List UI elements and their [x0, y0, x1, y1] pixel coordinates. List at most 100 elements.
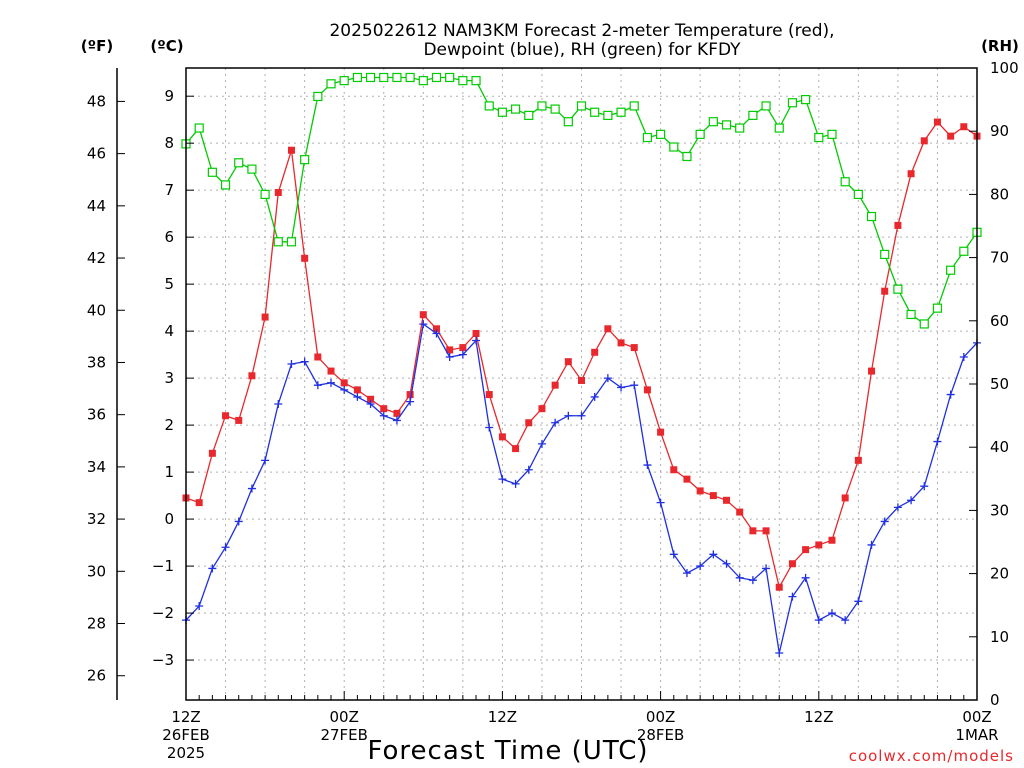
- celsius-tick-label: 6: [164, 228, 174, 246]
- temperature-point: [802, 546, 810, 554]
- rh-point: [708, 117, 718, 127]
- dewpoint-point: [366, 399, 375, 408]
- rh-point: [880, 249, 890, 260]
- rh-point: [497, 107, 507, 117]
- rh-point: [458, 76, 468, 86]
- x-tick-label: 12Z: [488, 708, 517, 726]
- dewpoint-point: [617, 383, 626, 392]
- x-tick-label: 00Z: [330, 708, 359, 726]
- rh-point: [787, 98, 798, 108]
- temperature-point: [828, 536, 836, 544]
- dewpoint-point: [603, 374, 612, 383]
- fahrenheit-unit-label: (ºF): [81, 37, 113, 55]
- rh-point: [431, 72, 442, 83]
- fahrenheit-tick-label: 44: [87, 197, 106, 215]
- temperature-point: [617, 339, 625, 347]
- rh-point: [365, 72, 376, 83]
- dewpoint-point: [682, 569, 691, 578]
- temperature-point: [749, 527, 757, 535]
- temperature-point: [485, 391, 493, 399]
- rh-point: [616, 107, 626, 117]
- rh-point: [866, 211, 877, 222]
- temperature-point: [446, 346, 454, 354]
- x-tick-label: 2025: [167, 744, 205, 762]
- rh-tick-label: 90: [990, 122, 1009, 140]
- dewpoint-point: [406, 397, 415, 406]
- dewpoint-point: [485, 423, 494, 432]
- fahrenheit-tick-label: 32: [87, 510, 106, 528]
- dewpoint-point: [577, 411, 586, 420]
- temperature-point: [314, 353, 322, 361]
- dewpoint-point: [432, 329, 441, 338]
- dewpoint-point: [920, 482, 929, 491]
- dewpoint-point: [801, 573, 810, 582]
- celsius-unit-label: (ºC): [150, 37, 183, 55]
- temperature-point: [960, 123, 968, 131]
- rh-series: [181, 72, 982, 329]
- rh-point: [629, 101, 639, 111]
- rh-point: [748, 110, 758, 121]
- temperature-point: [380, 405, 388, 413]
- temperature-point: [630, 344, 638, 352]
- fahrenheit-tick-label: 40: [87, 301, 106, 319]
- dewpoint-point: [748, 576, 757, 585]
- temperature-point: [854, 456, 862, 464]
- rh-point: [946, 265, 956, 275]
- data-series: [181, 72, 982, 658]
- temperature-point: [248, 372, 256, 380]
- rh-point: [392, 72, 402, 83]
- dewpoint-point: [195, 602, 204, 611]
- celsius-tick-label: 2: [164, 416, 174, 434]
- chart-title-line-2: Dewpoint (blue), RH (green) for KFDY: [423, 40, 741, 60]
- dewpoint-point: [234, 517, 243, 526]
- rh-point: [194, 123, 204, 133]
- temperature-point: [564, 358, 572, 366]
- dewpoint-point: [247, 484, 256, 493]
- dewpoint-point: [300, 357, 309, 366]
- dewpoint-point: [340, 385, 349, 394]
- rh-point: [590, 107, 600, 117]
- temperature-point: [578, 376, 585, 384]
- temperature-point: [432, 325, 440, 333]
- celsius-tick-label: 7: [164, 181, 174, 199]
- dewpoint-point: [419, 320, 428, 329]
- rh-point: [655, 129, 666, 139]
- temperature-point: [933, 118, 941, 126]
- dewpoint-point: [261, 456, 270, 465]
- dewpoint-point: [353, 392, 362, 401]
- temperature-point: [208, 449, 216, 457]
- dewpoint-point: [907, 496, 916, 505]
- dewpoint-point: [327, 378, 336, 387]
- rh-tick-label: 10: [990, 628, 1009, 646]
- rh-point: [642, 132, 653, 143]
- dewpoint-point: [959, 352, 968, 361]
- rh-point: [339, 76, 349, 86]
- dewpoint-point: [498, 475, 507, 484]
- fahrenheit-tick-label: 28: [87, 615, 106, 633]
- celsius-tick-label: 3: [164, 369, 174, 387]
- rh-tick-label: 40: [990, 438, 1009, 456]
- dewpoint-point: [709, 550, 718, 559]
- chart-title-line-1: 2025022612 NAM3KM Forecast 2-meter Tempe…: [329, 21, 834, 41]
- x-tick-label: 12Z: [171, 708, 200, 726]
- rh-point: [247, 164, 257, 174]
- rh-point: [234, 158, 244, 168]
- rh-point: [510, 104, 521, 114]
- rh-point: [814, 132, 824, 143]
- celsius-tick-label: 0: [164, 510, 174, 528]
- celsius-tick-label: 5: [164, 275, 174, 293]
- dewpoint-point: [775, 649, 784, 658]
- temperature-point: [868, 367, 876, 375]
- rh-point: [682, 151, 692, 162]
- x-tick-label: 12Z: [804, 708, 833, 726]
- rh-point: [300, 155, 310, 165]
- temperature-point: [907, 170, 915, 178]
- fahrenheit-tick-label: 30: [87, 562, 106, 580]
- rh-point: [576, 101, 587, 111]
- temperature-point: [235, 416, 243, 424]
- rh-point: [405, 72, 415, 83]
- temperature-point: [947, 132, 955, 140]
- axes: −3−2−10123456789262830323436384042444648…: [87, 59, 1019, 762]
- temperature-point: [775, 583, 783, 591]
- rh-tick-label: 70: [990, 249, 1009, 267]
